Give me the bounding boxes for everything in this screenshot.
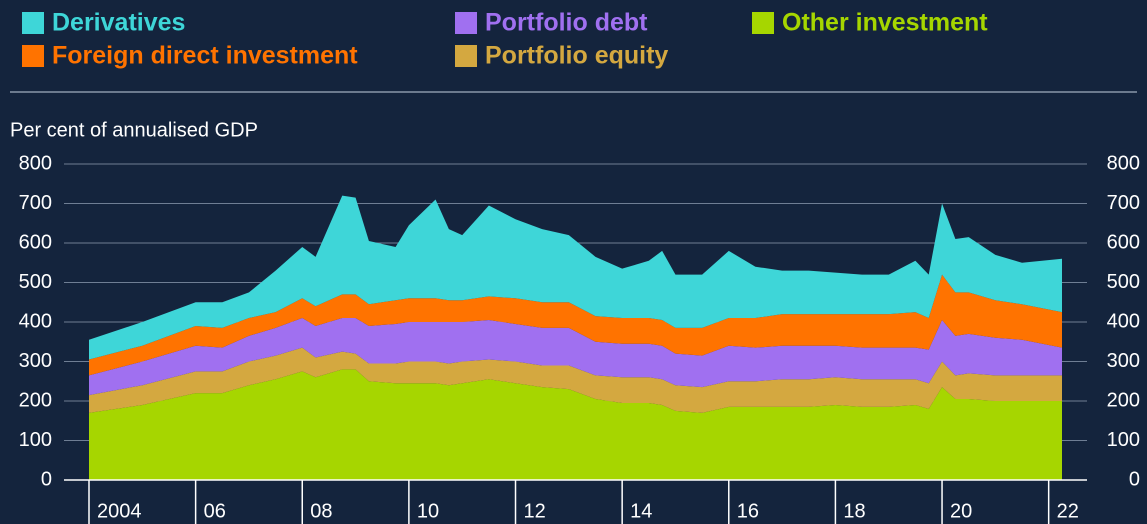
y-tick-label: 100: [19, 429, 52, 451]
legend-swatch: [455, 45, 477, 67]
legend-swatch: [752, 12, 774, 34]
y-tick-label-right: 100: [1107, 429, 1140, 451]
legend-swatch: [455, 12, 477, 34]
y-tick-label-right: 300: [1107, 350, 1140, 372]
area: [89, 369, 1062, 480]
y-tick-label: 600: [19, 231, 52, 253]
x-tick-label: 12: [524, 500, 546, 522]
x-tick-label: 14: [630, 500, 652, 522]
legend-label: Portfolio equity: [485, 42, 668, 70]
x-tick-label: 20: [950, 500, 972, 522]
legend-swatch: [22, 12, 44, 34]
y-tick-label-right: 400: [1107, 310, 1140, 332]
area: [89, 274, 1062, 376]
legend-label: Other investment: [782, 9, 988, 37]
y-tick-label-right: 500: [1107, 271, 1140, 293]
x-tick-label: 06: [204, 500, 226, 522]
y-tick-label: 700: [19, 192, 52, 214]
y-tick-label-right: 700: [1107, 192, 1140, 214]
area: [89, 347, 1062, 413]
x-tick-label: 2004: [97, 500, 142, 522]
y-tick-label: 500: [19, 271, 52, 293]
y-tick-label-right: 200: [1107, 389, 1140, 411]
y-tick-label: 0: [41, 468, 52, 490]
legend-swatch: [22, 45, 44, 67]
x-tick-label: 18: [843, 500, 865, 522]
y-tick-label: 200: [19, 389, 52, 411]
area: [89, 195, 1062, 360]
legend-label: Foreign direct investment: [52, 42, 358, 70]
y-tick-label: 300: [19, 350, 52, 372]
x-tick-label: 16: [737, 500, 759, 522]
y-tick-label-right: 0: [1129, 468, 1140, 490]
x-tick-label: 22: [1057, 500, 1079, 522]
y-tick-label-right: 600: [1107, 231, 1140, 253]
legend-label: Derivatives: [52, 9, 185, 37]
y-tick-label: 400: [19, 310, 52, 332]
x-tick-label: 08: [310, 500, 332, 522]
legend-label: Portfolio debt: [485, 9, 648, 37]
x-tick-label: 10: [417, 500, 439, 522]
y-tick-label-right: 800: [1107, 152, 1140, 174]
y-axis-label: Per cent of annualised GDP: [10, 119, 258, 141]
area: [89, 318, 1062, 396]
y-tick-label: 800: [19, 152, 52, 174]
